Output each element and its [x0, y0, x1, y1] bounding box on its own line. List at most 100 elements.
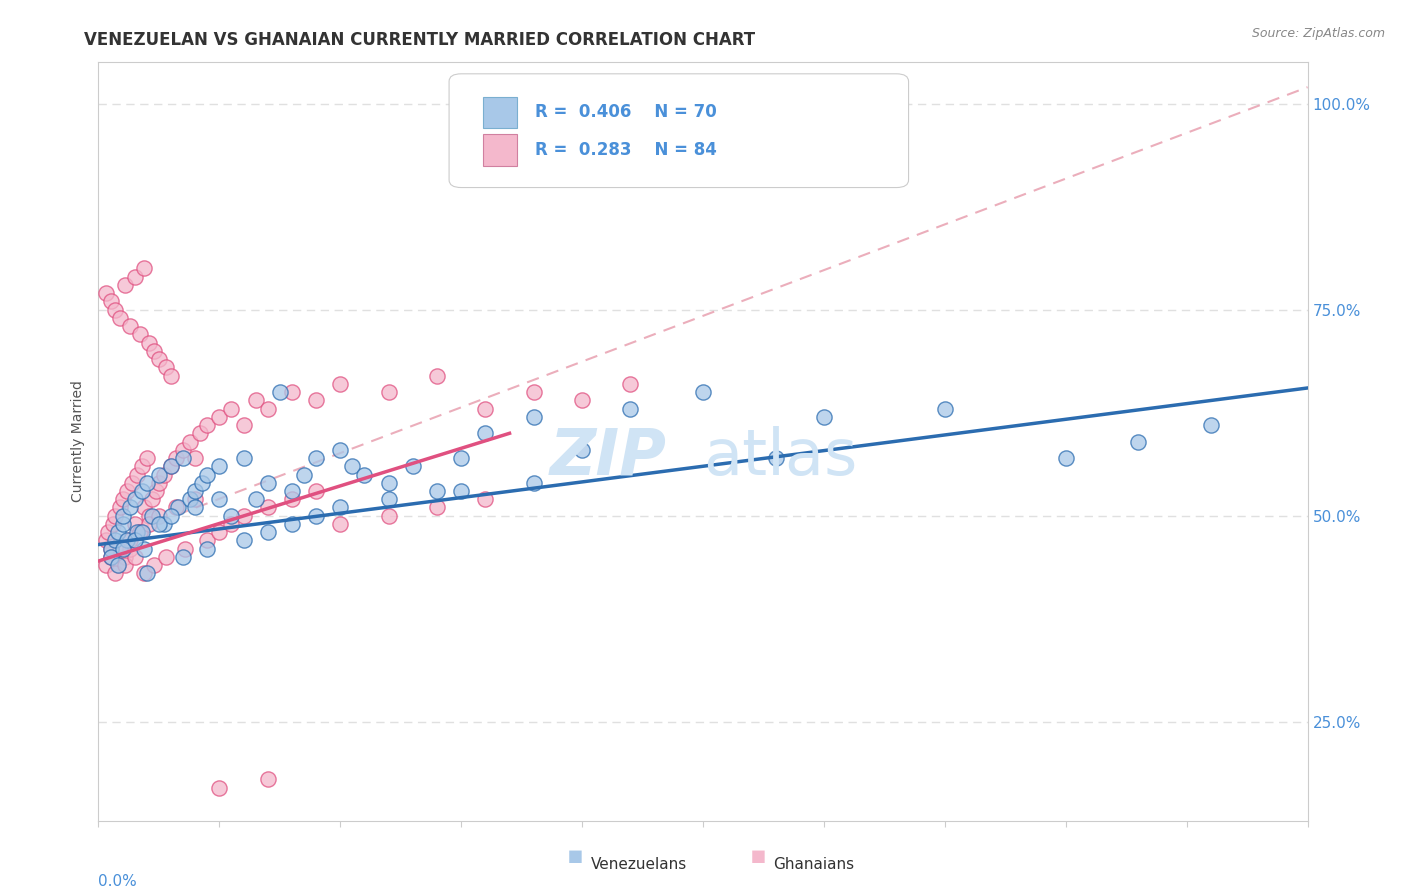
- Point: [135, 566, 157, 581]
- Point: [256, 500, 278, 515]
- Point: [195, 541, 218, 556]
- Point: [232, 450, 254, 465]
- Point: [143, 558, 166, 573]
- Point: [138, 335, 160, 350]
- Point: [450, 450, 472, 465]
- Point: [100, 549, 122, 564]
- Point: [571, 442, 593, 457]
- Point: [221, 401, 243, 416]
- Point: [172, 450, 194, 465]
- Text: 0.0%: 0.0%: [98, 874, 138, 888]
- Point: [100, 541, 122, 556]
- Y-axis label: Currently Married: Currently Married: [72, 381, 86, 502]
- Point: [114, 558, 136, 573]
- Point: [353, 467, 375, 482]
- Text: ZIP: ZIP: [550, 425, 666, 488]
- Point: [167, 500, 190, 515]
- Point: [134, 541, 156, 556]
- Point: [402, 459, 425, 474]
- Point: [281, 492, 304, 507]
- Point: [256, 772, 278, 787]
- Text: VENEZUELAN VS GHANAIAN CURRENTLY MARRIED CORRELATION CHART: VENEZUELAN VS GHANAIAN CURRENTLY MARRIED…: [84, 31, 755, 49]
- Point: [138, 516, 160, 531]
- Point: [191, 475, 214, 490]
- Point: [221, 508, 243, 523]
- Point: [148, 475, 170, 490]
- Point: [450, 483, 472, 498]
- Point: [107, 525, 129, 540]
- Point: [377, 385, 399, 400]
- Point: [184, 483, 207, 498]
- Point: [143, 343, 166, 358]
- Point: [377, 508, 399, 523]
- Point: [104, 533, 127, 548]
- Point: [124, 516, 146, 531]
- Point: [148, 516, 170, 531]
- Point: [134, 500, 156, 515]
- Point: [134, 261, 156, 276]
- Point: [165, 450, 187, 465]
- Point: [329, 500, 352, 515]
- Point: [426, 500, 449, 515]
- Text: Venezuelans: Venezuelans: [591, 857, 686, 872]
- Point: [148, 352, 170, 367]
- Point: [619, 401, 641, 416]
- FancyBboxPatch shape: [482, 135, 517, 166]
- Point: [134, 566, 156, 581]
- Point: [619, 376, 641, 391]
- Point: [172, 442, 194, 457]
- Point: [426, 368, 449, 383]
- Point: [111, 516, 134, 531]
- Point: [179, 492, 201, 507]
- Point: [131, 525, 153, 540]
- Point: [256, 525, 278, 540]
- Point: [208, 525, 231, 540]
- Point: [305, 483, 328, 498]
- Point: [281, 516, 304, 531]
- Point: [124, 492, 146, 507]
- Point: [128, 327, 150, 342]
- Point: [124, 549, 146, 564]
- Point: [765, 450, 787, 465]
- Point: [114, 549, 136, 564]
- Point: [108, 541, 131, 556]
- Point: [141, 492, 163, 507]
- Text: atlas: atlas: [703, 425, 858, 488]
- Point: [184, 450, 207, 465]
- Point: [208, 459, 231, 474]
- Point: [523, 385, 546, 400]
- Text: ▪: ▪: [567, 844, 583, 868]
- Point: [813, 409, 835, 424]
- FancyBboxPatch shape: [482, 96, 517, 128]
- Point: [426, 483, 449, 498]
- Point: [256, 401, 278, 416]
- Point: [179, 434, 201, 449]
- Point: [117, 483, 139, 498]
- Point: [94, 286, 117, 301]
- Point: [329, 442, 352, 457]
- Point: [305, 393, 328, 408]
- Point: [934, 401, 956, 416]
- Point: [128, 525, 150, 540]
- Point: [1054, 450, 1077, 465]
- Point: [100, 541, 122, 556]
- Point: [195, 467, 218, 482]
- Point: [94, 533, 117, 548]
- Point: [474, 426, 496, 441]
- Point: [329, 516, 352, 531]
- Point: [188, 426, 211, 441]
- Point: [232, 418, 254, 433]
- Point: [160, 459, 183, 474]
- Point: [121, 475, 143, 490]
- Point: [195, 418, 218, 433]
- Point: [127, 467, 149, 482]
- Point: [97, 525, 120, 540]
- Point: [138, 508, 160, 523]
- Point: [172, 549, 194, 564]
- Point: [256, 475, 278, 490]
- Point: [174, 541, 197, 556]
- Point: [208, 780, 231, 795]
- Point: [135, 450, 157, 465]
- Point: [107, 558, 129, 573]
- Point: [571, 393, 593, 408]
